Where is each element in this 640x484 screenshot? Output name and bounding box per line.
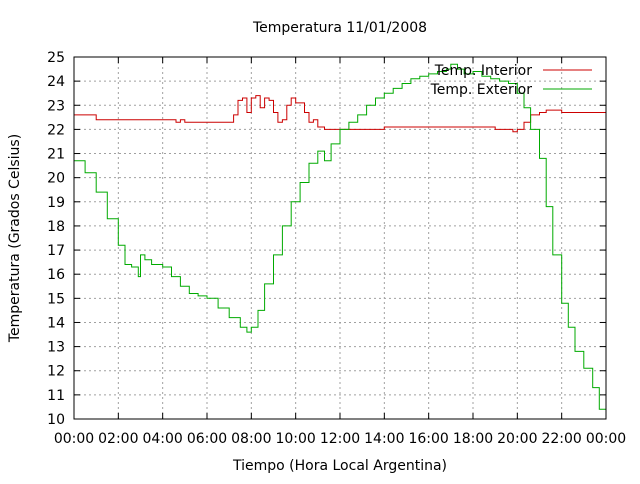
series-line-interior: [74, 95, 607, 133]
x-tick-label: 14:00: [364, 431, 404, 447]
x-tick-label: 02:00: [98, 431, 138, 447]
x-tick-label: 08:00: [231, 431, 271, 447]
legend: Temp. Interior Temp. Exterior: [430, 63, 592, 98]
y-tick-label: 17: [47, 243, 65, 259]
y-tick-label: 13: [47, 340, 65, 356]
y-tick-label: 25: [47, 50, 65, 66]
x-tick-label: 00:00: [54, 431, 94, 447]
y-axis-label: Temperatura (Grados Celsius): [7, 134, 23, 343]
x-tick-label: 06:00: [187, 431, 227, 447]
series-line-exterior: [74, 63, 607, 419]
y-tick-label: 23: [47, 98, 65, 114]
x-tick-label: 20:00: [497, 431, 537, 447]
x-tick-label: 12:00: [320, 431, 360, 447]
y-tick-label: 15: [47, 291, 65, 307]
chart-title: Temperatura 11/01/2008: [252, 20, 427, 36]
x-tick-label: 10:00: [275, 431, 315, 447]
y-tick-label: 24: [47, 74, 65, 90]
grid-lines: [74, 57, 606, 419]
y-tick-label: 16: [47, 267, 65, 283]
y-tick-label: 12: [47, 364, 65, 380]
y-tick-label: 22: [47, 122, 65, 138]
x-tick-label: 04:00: [142, 431, 182, 447]
x-tick-label: 00:00: [586, 431, 626, 447]
legend-label-exterior: Temp. Exterior: [430, 82, 533, 98]
x-tick-label: 16:00: [408, 431, 448, 447]
legend-label-interior: Temp. Interior: [434, 63, 533, 79]
y-tick-label: 21: [47, 147, 65, 163]
y-tick-label: 18: [47, 219, 65, 235]
y-tick-label: 11: [47, 388, 65, 404]
y-tick-label: 14: [47, 315, 65, 331]
y-tick-label: 20: [47, 171, 65, 187]
x-tick-label: 18:00: [453, 431, 493, 447]
y-tick-label: 19: [47, 195, 65, 211]
x-tick-label: 22:00: [541, 431, 581, 447]
y-tick-label: 10: [47, 412, 65, 428]
x-axis-label: Tiempo (Hora Local Argentina): [232, 458, 447, 474]
series-lines: [74, 63, 607, 419]
